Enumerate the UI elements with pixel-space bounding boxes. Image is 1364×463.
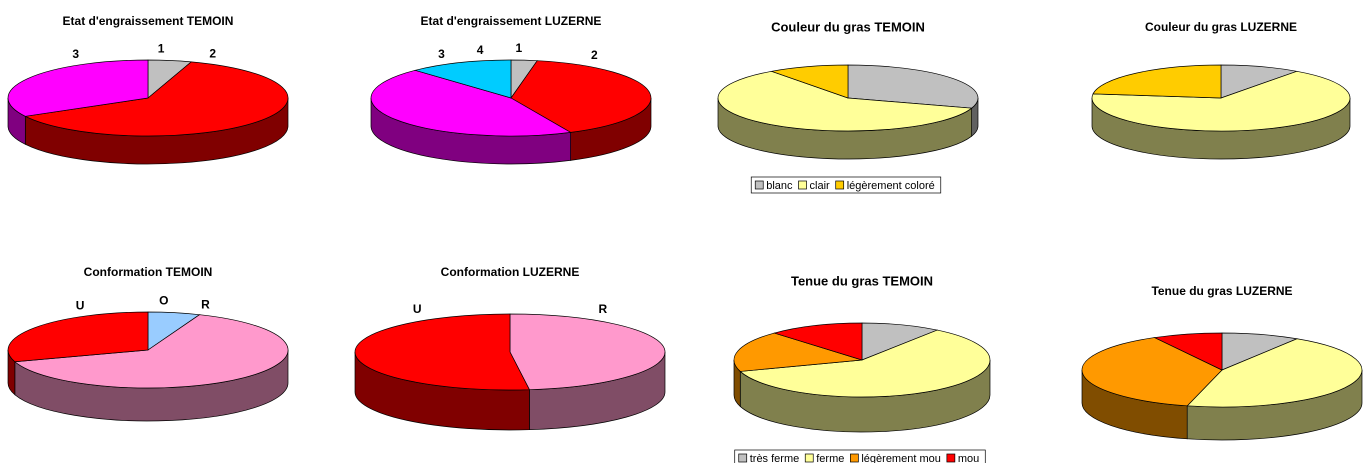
slice (739, 329, 991, 398)
pie-chart: Tenue du gras TEMOIN très ferme ferme légèr… (733, 273, 991, 463)
slice (847, 64, 979, 109)
slice (1092, 64, 1222, 99)
legend-label: légèrement coloré (847, 180, 935, 192)
pie-chart: Etat d'engraissement TEMOIN 1 2 3 (7, 14, 289, 165)
slice-label: O (159, 294, 168, 308)
slice-label: 2 (591, 48, 598, 62)
slice (1081, 337, 1223, 407)
slice-label: 2 (209, 46, 216, 60)
slice (509, 313, 666, 391)
slice-label: R (598, 302, 607, 316)
slice (7, 311, 149, 363)
chart-title: Conformation LUZERNE (441, 265, 580, 279)
legend-label: clair (810, 180, 831, 192)
legend-label: très ferme (750, 453, 800, 463)
slice (770, 64, 849, 99)
slice (1153, 332, 1223, 371)
slice (717, 70, 973, 132)
slice (370, 69, 572, 137)
chart-title: Couleur du gras TEMOIN (771, 19, 925, 34)
slice (733, 332, 863, 372)
slice-label: U (413, 302, 422, 316)
slice (7, 59, 149, 117)
chart-title: Tenue du gras TEMOIN (791, 273, 933, 288)
legend (734, 449, 986, 463)
chart-title: Conformation TEMOIN (84, 265, 213, 279)
slice (1220, 64, 1299, 99)
slice (354, 313, 530, 391)
legend-swatch (804, 453, 814, 463)
chart-title: Couleur du gras LUZERNE (1145, 20, 1297, 34)
pie-chart: Couleur du gras LUZERNE (1091, 20, 1351, 160)
pie-chart: Etat d'engraissement LUZERNE 1 2 3 4 (370, 14, 652, 165)
chart-title: Tenue du gras LUZERNE (1151, 284, 1292, 298)
legend-swatch (798, 180, 807, 190)
slice (1221, 332, 1299, 371)
slice (24, 61, 289, 137)
slice (510, 60, 652, 133)
legend-swatch (835, 180, 845, 190)
slice (413, 59, 512, 99)
slice (1091, 70, 1351, 132)
legend-label: mou (958, 453, 979, 463)
slice-label: U (76, 299, 85, 313)
slice (861, 322, 939, 361)
slice-label: 1 (158, 41, 165, 55)
slice (773, 322, 863, 361)
slice (13, 314, 289, 389)
legend-swatch (946, 453, 956, 463)
slice-label: 4 (477, 43, 484, 57)
slice (1186, 338, 1363, 408)
chart-title: Etat d'engraissement TEMOIN (63, 14, 234, 28)
pie-chart: Conformation TEMOIN O R U (7, 265, 289, 422)
legend-label: blanc (766, 180, 793, 192)
legend-swatch (738, 453, 748, 463)
slice-label: 1 (516, 41, 523, 55)
pie-chart: Tenue du gras LUZERNE (1081, 284, 1363, 441)
pie-chart: Couleur du gras TEMOIN blanc clair légèreme… (717, 19, 979, 194)
pie-chart: Conformation LUZERNE R U (354, 265, 666, 431)
slice-label: 3 (72, 47, 79, 61)
legend-label: légèrement mou (861, 453, 941, 463)
slice-label: 3 (438, 47, 445, 61)
legend-swatch (754, 180, 764, 190)
chart-title: Etat d'engraissement LUZERNE (421, 14, 602, 28)
legend-label: ferme (816, 453, 844, 463)
slice-label: R (201, 298, 210, 312)
legend-swatch (850, 453, 859, 463)
